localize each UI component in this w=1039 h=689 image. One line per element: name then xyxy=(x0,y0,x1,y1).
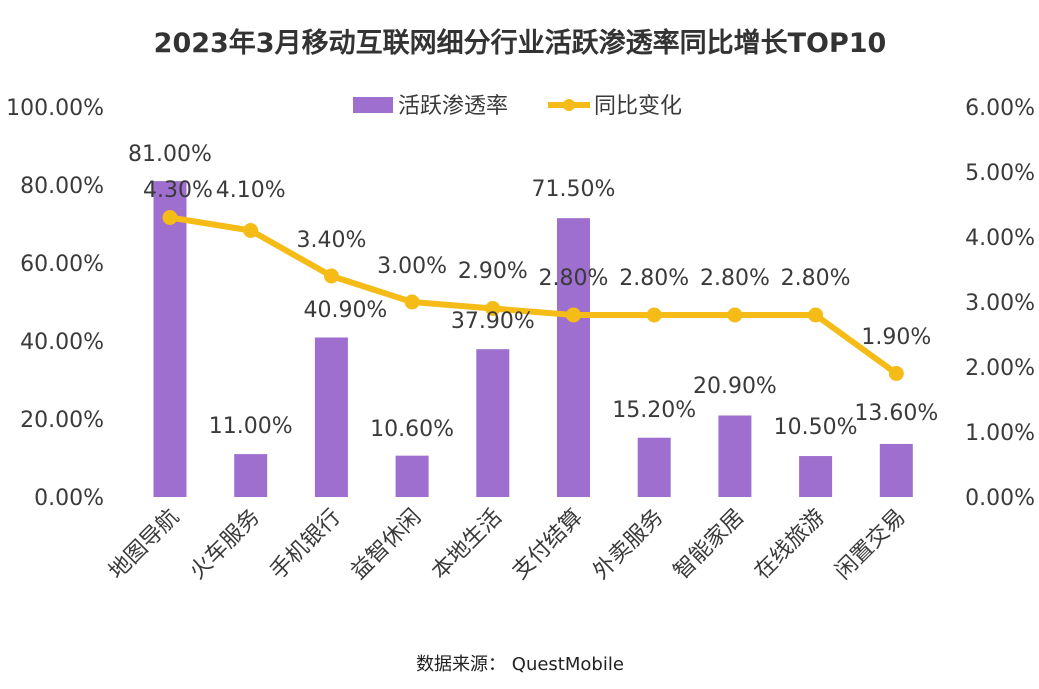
source-note: 数据来源： QuestMobile xyxy=(416,654,624,675)
bar xyxy=(476,349,510,497)
category-label: 火车服务 xyxy=(185,505,265,585)
line-data-label: 4.10% xyxy=(216,178,286,203)
line-data-label: 2.80% xyxy=(539,266,609,291)
bar-data-labels: 81.00% 11.00% 40.90% 10.60% 37.90% 71.50% 15.2… xyxy=(128,142,938,442)
bar-data-label: 40.90% xyxy=(303,298,387,323)
line-point xyxy=(808,307,824,323)
bar xyxy=(799,456,833,497)
bar-data-label: 37.90% xyxy=(451,309,535,334)
left-axis-tick-label: 100.00% xyxy=(6,96,104,121)
right-axis-tick-label: 4.00% xyxy=(965,226,1035,251)
line-path xyxy=(167,214,900,377)
category-label: 本地生活 xyxy=(427,505,507,585)
left-axis-tick-label: 80.00% xyxy=(20,174,104,199)
category-label: 手机银行 xyxy=(266,505,346,585)
right-axis-tick-label: 5.00% xyxy=(965,161,1035,186)
category-label: 智能家居 xyxy=(669,505,749,585)
line-data-label: 3.40% xyxy=(296,228,366,253)
category-label: 外卖服务 xyxy=(589,505,669,585)
bar-data-label: 10.50% xyxy=(774,415,858,440)
bar-data-label: 81.00% xyxy=(128,142,212,167)
legend-line-marker xyxy=(563,99,575,111)
line-data-label: 2.90% xyxy=(458,259,528,284)
bar xyxy=(234,454,268,497)
line-point xyxy=(888,366,904,381)
legend-label-line: 同比变化 xyxy=(594,94,682,119)
category-label: 闲置交易 xyxy=(831,505,911,585)
category-label: 在线旅游 xyxy=(750,505,830,585)
line-point xyxy=(727,307,743,323)
bar-series xyxy=(153,181,913,497)
line-data-label: 2.80% xyxy=(781,266,851,291)
line-point xyxy=(162,210,178,225)
bar xyxy=(879,443,913,497)
line-data-label: 3.00% xyxy=(377,254,447,279)
legend-label-bar: 活跃渗透率 xyxy=(398,94,508,119)
line-data-label: 2.80% xyxy=(619,266,689,291)
line-point xyxy=(404,294,420,310)
line-data-label: 2.80% xyxy=(700,266,770,291)
right-axis-tick-label: 1.00% xyxy=(965,421,1035,446)
right-axis: 0.00% 1.00% 2.00% 3.00% 4.00% 5.00% 6.00% xyxy=(965,96,1035,511)
bar-data-label: 20.90% xyxy=(693,374,777,399)
bar-data-label: 10.60% xyxy=(370,417,454,442)
line-point xyxy=(243,223,259,238)
legend-bar-swatch xyxy=(353,97,393,113)
right-axis-tick-label: 0.00% xyxy=(965,486,1035,511)
right-axis-tick-label: 3.00% xyxy=(965,291,1035,316)
bar xyxy=(557,218,590,497)
bar-data-label: 11.00% xyxy=(209,414,293,439)
bar xyxy=(314,337,348,497)
left-axis-tick-label: 20.00% xyxy=(20,408,104,433)
left-axis-tick-label: 40.00% xyxy=(20,330,104,355)
line-point xyxy=(485,301,501,316)
bar-data-label: 15.20% xyxy=(612,398,696,423)
bar-data-label: 71.50% xyxy=(532,177,616,202)
line-series xyxy=(162,210,904,381)
chart-title: 2023年3月移动互联网细分行业活跃渗透率同比增长TOP10 xyxy=(154,27,887,59)
bar xyxy=(718,415,752,497)
category-label: 益智休闲 xyxy=(346,505,426,585)
bar xyxy=(153,181,187,497)
line-point xyxy=(566,307,581,323)
line-data-label: 4.30% xyxy=(143,178,213,203)
line-point xyxy=(323,268,339,284)
right-axis-tick-label: 6.00% xyxy=(965,96,1035,121)
line-point xyxy=(646,307,662,323)
left-axis-tick-label: 0.00% xyxy=(34,486,104,511)
category-label: 地图导航 xyxy=(104,505,184,585)
legend: 活跃渗透率 同比变化 xyxy=(353,94,682,119)
bar xyxy=(395,455,429,497)
bar-data-label: 13.60% xyxy=(854,401,938,426)
category-label: 支付结算 xyxy=(508,505,588,585)
right-axis-tick-label: 2.00% xyxy=(965,356,1035,381)
category-axis: 地图导航 火车服务 手机银行 益智休闲 本地生活 支付结算 外卖服务 智能家居 在线旅游 闲置交易 xyxy=(104,505,910,585)
line-data-label: 1.90% xyxy=(861,325,931,350)
left-axis-tick-label: 60.00% xyxy=(20,252,104,277)
bar xyxy=(637,437,671,497)
line-data-labels: 4.30% 4.10% 3.40% 3.00% 2.90% 2.80% 2.80% 2.80%… xyxy=(143,178,931,350)
left-axis: 0.00% 20.00% 40.00% 60.00% 80.00% 100.00% xyxy=(6,96,104,511)
